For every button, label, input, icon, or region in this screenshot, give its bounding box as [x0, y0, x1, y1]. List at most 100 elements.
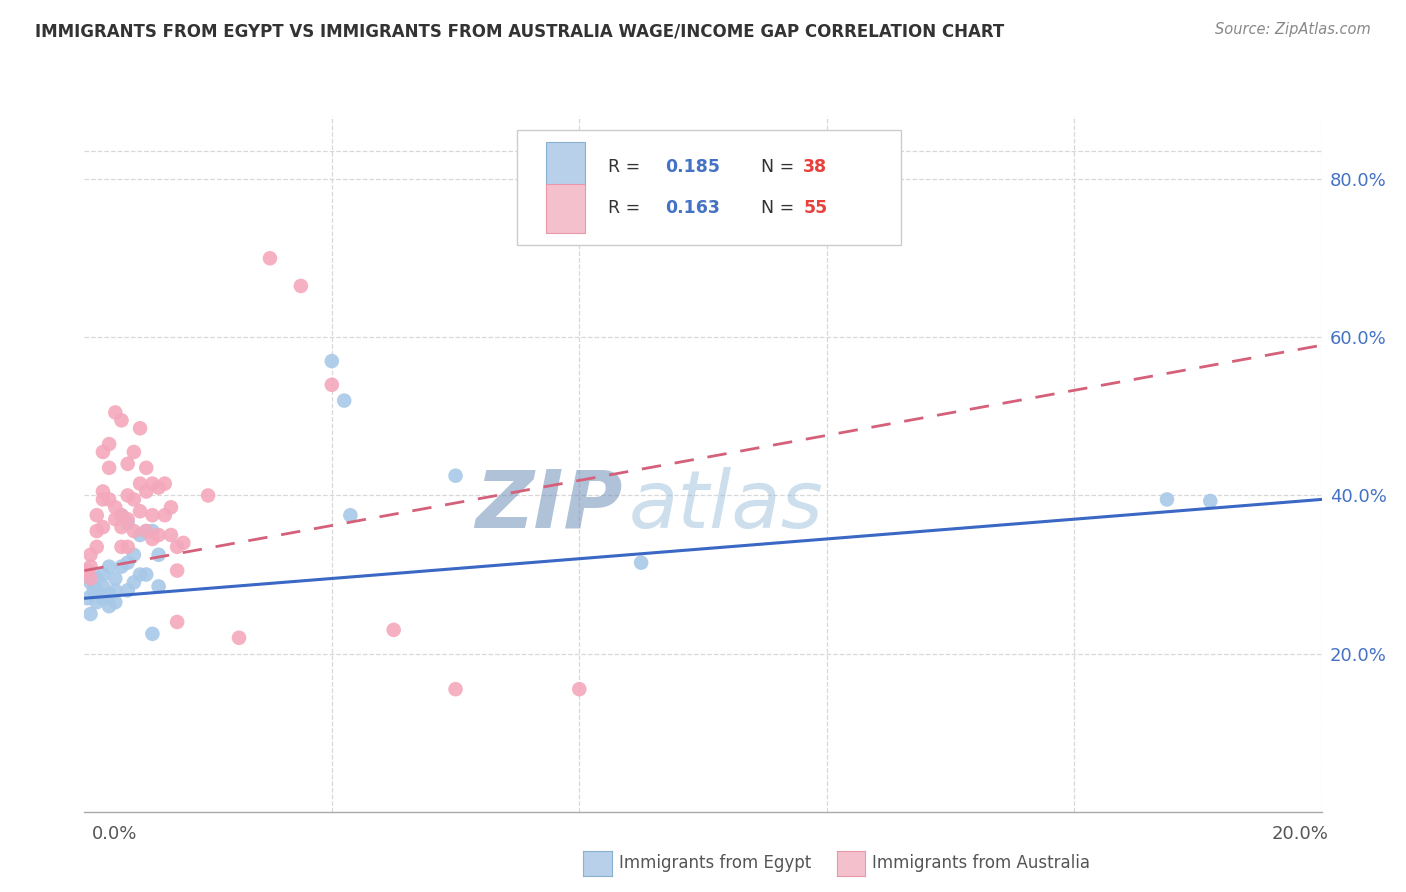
Text: 0.0%: 0.0%	[91, 825, 136, 843]
Point	[117, 457, 139, 471]
Point	[91, 520, 114, 534]
Point	[122, 524, 145, 538]
FancyBboxPatch shape	[517, 130, 901, 244]
Point	[1199, 494, 1222, 508]
Text: ZIP: ZIP	[475, 467, 623, 545]
Point	[259, 252, 281, 266]
Point	[321, 354, 343, 368]
Point	[141, 508, 163, 523]
Point	[110, 508, 132, 523]
Point	[117, 488, 139, 502]
Point	[117, 583, 139, 598]
Text: 38: 38	[803, 158, 827, 176]
Point	[86, 595, 108, 609]
Point	[98, 437, 121, 451]
Point	[148, 528, 170, 542]
Text: Immigrants from Egypt: Immigrants from Egypt	[619, 854, 811, 871]
Point	[148, 548, 170, 562]
Text: 0.185: 0.185	[665, 158, 720, 176]
Point	[98, 559, 121, 574]
Text: 55: 55	[803, 200, 828, 218]
Point	[91, 484, 114, 499]
Point	[160, 500, 183, 515]
Point	[444, 682, 467, 697]
Text: atlas: atlas	[628, 467, 824, 545]
Point	[110, 559, 132, 574]
Point	[135, 524, 157, 538]
Point	[79, 559, 101, 574]
Text: R =: R =	[607, 158, 645, 176]
Point	[129, 504, 152, 518]
Point	[79, 607, 101, 621]
Point	[135, 460, 157, 475]
Point	[141, 532, 163, 546]
Text: N =: N =	[749, 158, 800, 176]
Point	[110, 540, 132, 554]
Point	[110, 413, 132, 427]
Point	[86, 540, 108, 554]
Point	[76, 564, 98, 578]
Text: Immigrants from Australia: Immigrants from Australia	[872, 854, 1090, 871]
Point	[166, 615, 188, 629]
Point	[135, 567, 157, 582]
Point	[148, 579, 170, 593]
Point	[153, 476, 176, 491]
Point	[172, 536, 194, 550]
Point	[104, 572, 127, 586]
Point	[1156, 492, 1178, 507]
Point	[83, 583, 105, 598]
Text: 20.0%: 20.0%	[1272, 825, 1329, 843]
Point	[333, 393, 356, 408]
Point	[98, 460, 121, 475]
Point	[444, 468, 467, 483]
Point	[122, 548, 145, 562]
Point	[104, 405, 127, 419]
Point	[86, 572, 108, 586]
Text: R =: R =	[607, 200, 645, 218]
Point	[141, 627, 163, 641]
Point	[91, 445, 114, 459]
FancyBboxPatch shape	[546, 184, 585, 233]
Point	[104, 583, 127, 598]
Point	[91, 579, 114, 593]
Point	[148, 481, 170, 495]
Point	[129, 567, 152, 582]
Point	[104, 595, 127, 609]
Point	[568, 682, 591, 697]
Point	[91, 591, 114, 606]
Point	[110, 508, 132, 523]
Text: 0.163: 0.163	[665, 200, 720, 218]
Point	[86, 524, 108, 538]
Point	[290, 279, 312, 293]
Point	[79, 548, 101, 562]
Point	[122, 445, 145, 459]
Point	[117, 556, 139, 570]
Point	[160, 528, 183, 542]
Point	[339, 508, 361, 523]
Point	[141, 524, 163, 538]
Point	[141, 476, 163, 491]
Point	[91, 567, 114, 582]
Point	[166, 564, 188, 578]
Point	[117, 512, 139, 526]
Point	[122, 575, 145, 590]
Point	[104, 512, 127, 526]
Point	[129, 476, 152, 491]
Point	[104, 500, 127, 515]
Point	[117, 516, 139, 530]
Point	[76, 591, 98, 606]
Point	[630, 556, 652, 570]
Point	[98, 587, 121, 601]
Point	[110, 520, 132, 534]
Point	[86, 508, 108, 523]
Point	[382, 623, 405, 637]
Point	[135, 484, 157, 499]
FancyBboxPatch shape	[546, 143, 585, 191]
Point	[91, 492, 114, 507]
Point	[86, 583, 108, 598]
Text: Source: ZipAtlas.com: Source: ZipAtlas.com	[1215, 22, 1371, 37]
Point	[197, 488, 219, 502]
Point	[135, 524, 157, 538]
Point	[122, 492, 145, 507]
Point	[321, 377, 343, 392]
